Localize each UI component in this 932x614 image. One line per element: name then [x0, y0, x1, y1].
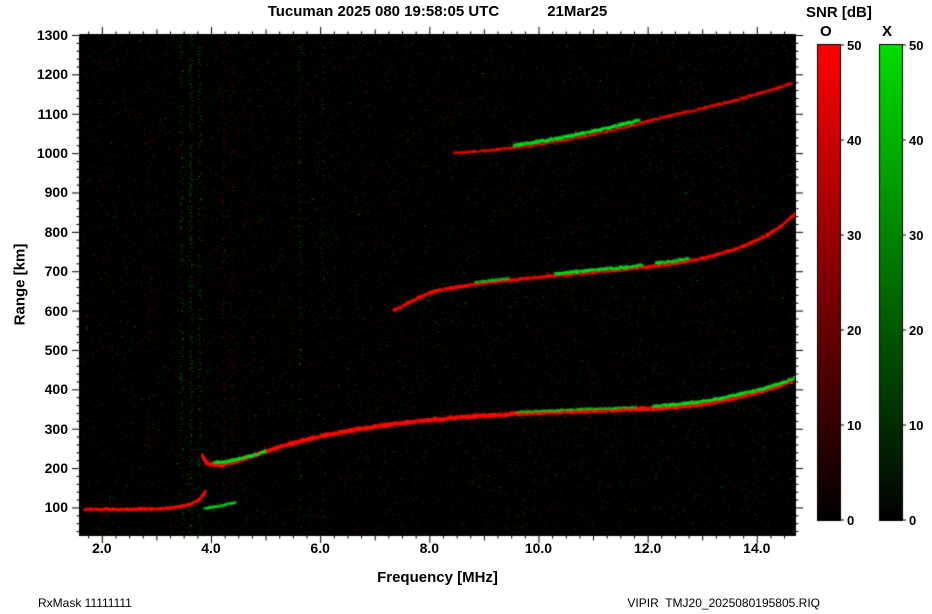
chart-title-main: Tucuman 2025 080 19:58:05 UTC [267, 3, 500, 20]
chart-title: Tucuman 2025 080 19:58:05 UTC 21Mar25 [80, 3, 795, 20]
o-colorbar-tick-label: 50 [847, 37, 862, 53]
o-mode-colorbar-label: O [820, 23, 832, 40]
y-tick-label: 500 [44, 341, 68, 358]
o-colorbar-tick-label: 0 [847, 512, 855, 528]
x-tick-label: 4.0 [201, 540, 221, 556]
x-colorbar-tick-label: 10 [909, 417, 924, 433]
x-tick-label: 6.0 [310, 540, 330, 556]
y-tick-label: 200 [44, 460, 68, 477]
y-tick-label: 1000 [36, 145, 68, 162]
x-mode-colorbar-label: X [882, 23, 893, 40]
o-colorbar-tick-label: 20 [847, 322, 862, 338]
y-tick-label: 300 [44, 420, 68, 437]
y-tick-label: 1300 [36, 27, 68, 43]
y-tick-label: 700 [44, 263, 68, 280]
y-tick-label: 1100 [37, 105, 68, 122]
y-tick-label: 900 [44, 184, 68, 201]
x-colorbar-tick-label: 50 [909, 37, 924, 53]
x-axis-title: Frequency [MHz] [377, 569, 498, 586]
x-colorbar-tick-label: 30 [909, 227, 924, 243]
o-colorbar-tick-label: 40 [847, 132, 862, 148]
rxmask-annotation: RxMask 11111111 [38, 596, 132, 610]
x-tick-label: 10.0 [524, 540, 553, 556]
o-colorbar-tick-label: 10 [847, 417, 862, 433]
y-tick-label: 800 [44, 223, 68, 240]
chart-title-date: 21Mar25 [547, 3, 608, 20]
x-colorbar-tick-label: 40 [909, 132, 924, 148]
y-tick-label: 1200 [36, 66, 68, 83]
x-colorbar-tick-label: 0 [909, 512, 917, 528]
x-tick-label: 8.0 [419, 540, 440, 556]
x-tick-label: 14.0 [743, 540, 771, 556]
file-annotation: VIPIR TMJ20_2025080195805.RIQ [627, 596, 820, 610]
x-colorbar-tick-label: 20 [909, 322, 924, 338]
o-colorbar-tick-label: 30 [847, 227, 862, 243]
y-tick-label: 100 [44, 499, 68, 516]
y-tick-label: 400 [44, 381, 68, 398]
y-tick-label: 600 [44, 302, 68, 319]
y-axis-title: Range [km] [11, 243, 29, 326]
colorbar-title: SNR [dB] [806, 4, 872, 21]
x-tick-label: 2.0 [92, 540, 112, 556]
x-tick-label: 12.0 [634, 540, 662, 556]
